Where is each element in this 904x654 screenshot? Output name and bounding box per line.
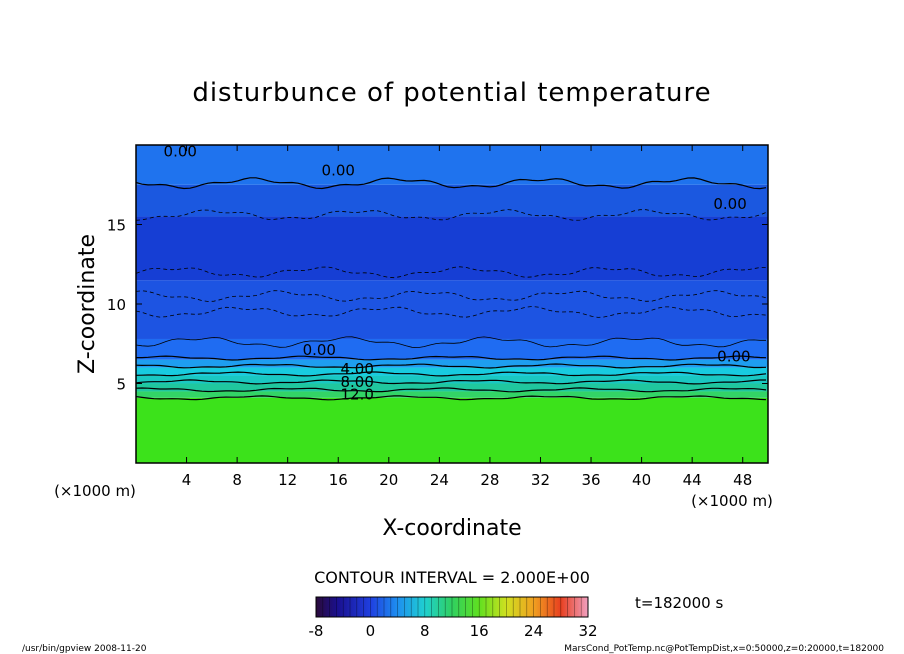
- y-tick-label-2: 15: [107, 217, 126, 235]
- colorbar-ticks: -8 0 8 16 24 32: [309, 622, 598, 640]
- y-axis: 5 10 15: [107, 217, 768, 394]
- band-4: [136, 367, 768, 376]
- colorbar-tick-label-2: 8: [420, 622, 430, 640]
- contour-label-6: 8.00: [340, 373, 373, 391]
- x-tick-label-9: 40: [632, 471, 651, 489]
- contour-interval-label: CONTOUR INTERVAL = 2.000E+00: [314, 568, 590, 587]
- contour-line-0: [136, 177, 767, 190]
- y-axis-label: Z-coordinate: [75, 234, 100, 374]
- contour-line-9: [136, 379, 766, 385]
- contour-line-3: [136, 290, 767, 302]
- contour-label-1: 0.00: [322, 161, 355, 179]
- band-6: [136, 338, 768, 360]
- x-tick-label-5: 24: [430, 471, 449, 489]
- band-2: [136, 383, 768, 392]
- footer-left: /usr/bin/gpview 2008-11-20: [22, 644, 147, 654]
- contour-label-4: 0.00: [717, 347, 750, 365]
- colorbar-tick-label-0: -8: [309, 622, 324, 640]
- x-tick-label-3: 16: [329, 471, 348, 489]
- x-tick-label-7: 32: [531, 471, 550, 489]
- colorbar-tick-label-5: 32: [578, 622, 597, 640]
- contour-label-0: 0.00: [164, 142, 197, 160]
- x-tick-label-2: 12: [278, 471, 297, 489]
- band-9: [136, 184, 768, 217]
- band-8: [136, 216, 768, 281]
- x-axis: 4 8 12 16 20 24 28 32 36 40 44 48: [182, 145, 752, 489]
- x-tick-label-4: 20: [379, 471, 398, 489]
- contour-line-6: [136, 355, 767, 361]
- band-1: [136, 391, 768, 398]
- contour-line-5: [136, 336, 766, 349]
- band-5: [136, 359, 768, 368]
- contour-line-10: [136, 387, 767, 393]
- time-label: t=182000 s: [635, 594, 723, 612]
- colorbar-tick-label-4: 24: [524, 622, 543, 640]
- contour-line-11: [136, 395, 767, 401]
- plot-area: [136, 145, 768, 463]
- contour-line-1: [136, 209, 767, 221]
- contour-line-7: [136, 363, 767, 369]
- contour-line-8: [136, 371, 767, 377]
- colorbar-stripes: [315, 597, 589, 617]
- footer-right: MarsCond_PotTemp.nc@PotTempDist,x=0:5000…: [564, 644, 884, 654]
- band-0: [136, 397, 768, 463]
- x-tick-label-0: 4: [182, 471, 192, 489]
- y-tick-label-0: 5: [116, 376, 126, 394]
- x-axis-unit-right: (×1000 m): [691, 492, 773, 510]
- x-tick-label-11: 48: [733, 471, 752, 489]
- contour-label-5: 4.00: [340, 360, 373, 378]
- colorbar-tick-label-3: 16: [470, 622, 489, 640]
- chart-title: disturbunce of potential temperature: [192, 78, 711, 108]
- contour-label-7: 12.0: [340, 386, 373, 404]
- y-tick-label-1: 10: [107, 296, 126, 314]
- contour-label-2: 0.00: [713, 195, 746, 213]
- contour-line-4: [136, 306, 767, 318]
- x-tick-label-1: 8: [232, 471, 242, 489]
- contour-lines: [136, 177, 767, 401]
- x-tick-label-6: 28: [480, 471, 499, 489]
- band-7: [136, 280, 768, 339]
- colorbar: -8 0 8 16 24 32: [309, 596, 598, 640]
- color-bands: [136, 145, 768, 463]
- x-tick-label-8: 36: [581, 471, 600, 489]
- contour-line-2: [136, 266, 767, 279]
- x-tick-label-10: 44: [683, 471, 702, 489]
- contour-label-3: 0.00: [303, 341, 336, 359]
- x-axis-label: X-coordinate: [382, 516, 521, 541]
- band-10: [136, 145, 768, 185]
- colorbar-tick-label-1: 0: [366, 622, 376, 640]
- band-3: [136, 375, 768, 384]
- x-axis-unit-left: (×1000 m): [54, 482, 136, 500]
